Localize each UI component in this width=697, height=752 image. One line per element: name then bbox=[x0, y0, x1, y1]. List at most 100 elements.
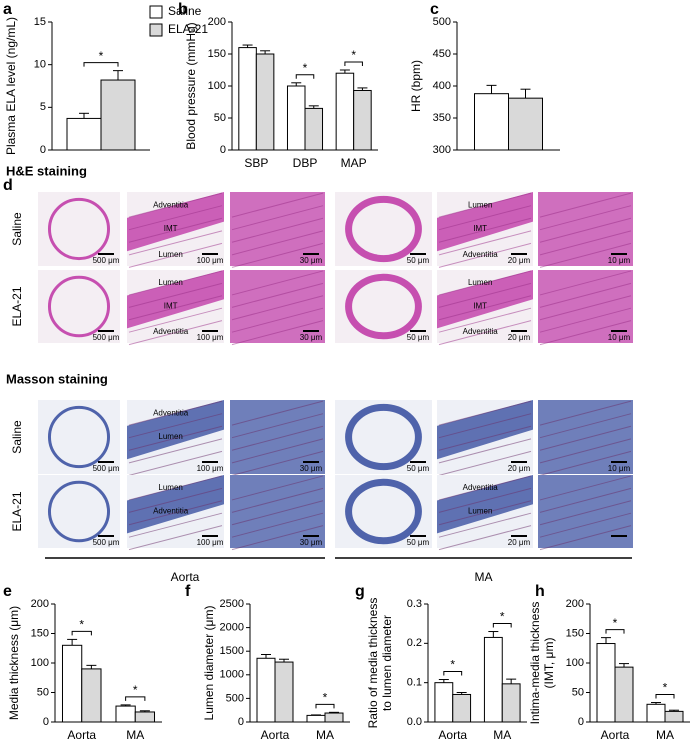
fiber bbox=[539, 400, 632, 426]
legend-swatch bbox=[149, 23, 163, 37]
y-axis-label: Blood pressure (mmHg) bbox=[184, 22, 198, 149]
panel-letter: a bbox=[3, 1, 12, 18]
group-label: MA bbox=[475, 570, 493, 584]
scale-label: 20 μm bbox=[508, 538, 531, 547]
image-label: Adventitia bbox=[153, 408, 189, 417]
significance-bracket bbox=[443, 671, 463, 676]
fiber bbox=[231, 475, 324, 501]
fiber bbox=[438, 320, 532, 346]
fiber bbox=[539, 320, 632, 346]
fiber bbox=[128, 438, 223, 464]
y-tick-label: 500 bbox=[433, 16, 451, 28]
fiber bbox=[231, 425, 324, 451]
scale-label: 10 μm bbox=[608, 333, 631, 342]
fiber bbox=[128, 413, 223, 439]
fiber bbox=[438, 192, 532, 218]
fiber bbox=[231, 270, 324, 296]
fiber bbox=[438, 205, 532, 231]
fiber bbox=[438, 242, 532, 268]
bar bbox=[501, 683, 521, 723]
scale-label: 500 μm bbox=[93, 256, 120, 265]
scale-label: 50 μm bbox=[407, 538, 430, 547]
significance-label: * bbox=[351, 48, 356, 62]
scale-label: 30 μm bbox=[300, 256, 323, 265]
image-label: Lumen bbox=[468, 278, 492, 287]
y-axis-label: Lumen diameter (μm) bbox=[202, 606, 216, 721]
panel-letter: f bbox=[185, 583, 191, 600]
row-label: ELA-21 bbox=[10, 491, 24, 531]
fiber bbox=[231, 438, 324, 464]
tissue bbox=[230, 192, 325, 266]
micrograph: Adventitia Lumen 20 μm bbox=[437, 475, 533, 551]
image-label: Lumen bbox=[158, 432, 182, 441]
bar bbox=[664, 710, 684, 723]
bar bbox=[306, 714, 326, 723]
bar bbox=[596, 643, 616, 723]
y-tick-label: 2000 bbox=[220, 622, 244, 634]
micrograph bbox=[538, 475, 633, 551]
fiber bbox=[438, 282, 532, 308]
bar bbox=[646, 703, 666, 723]
y-tick-label: 450 bbox=[433, 48, 451, 60]
fiber bbox=[539, 205, 632, 231]
micrograph: Adventitia IMT Lumen 100 μm bbox=[127, 192, 224, 268]
tissue bbox=[538, 475, 633, 548]
bar bbox=[66, 117, 102, 151]
micrograph: 500 μm bbox=[38, 192, 120, 266]
vessel-ring bbox=[345, 273, 422, 340]
scale-label: 100 μm bbox=[197, 464, 224, 473]
significance-bracket bbox=[125, 696, 146, 701]
y-tick-label: 50 bbox=[37, 686, 49, 698]
y-tick-label: 100 bbox=[31, 657, 49, 669]
scale-label: 100 μm bbox=[197, 333, 224, 342]
micrograph: Adventitia Lumen 100 μm bbox=[127, 400, 224, 476]
fiber bbox=[231, 320, 324, 346]
fiber bbox=[539, 217, 632, 243]
fiber bbox=[128, 205, 223, 231]
fiber bbox=[539, 500, 632, 526]
y-tick-label: 0 bbox=[220, 144, 226, 156]
micrograph: 500 μm bbox=[38, 270, 120, 343]
significance-label: * bbox=[303, 61, 308, 75]
fiber bbox=[128, 192, 223, 218]
micrograph: 10 μm bbox=[538, 192, 633, 268]
fiber bbox=[539, 270, 632, 296]
fiber bbox=[128, 475, 223, 501]
scale-label: 100 μm bbox=[197, 538, 224, 547]
fiber bbox=[231, 450, 324, 476]
image-label: Adventitia bbox=[153, 327, 189, 336]
significance-label: * bbox=[500, 610, 505, 624]
tissue bbox=[230, 475, 325, 548]
fiber bbox=[438, 217, 532, 243]
y-tick-label: 0 bbox=[238, 716, 244, 728]
fiber bbox=[539, 525, 632, 551]
image-label: Lumen bbox=[158, 278, 182, 287]
micrograph: Lumen IMT Adventitia 20 μm bbox=[437, 192, 533, 268]
significance-bracket bbox=[295, 74, 315, 79]
significance-bracket bbox=[492, 623, 512, 628]
fiber bbox=[231, 230, 324, 256]
fiber bbox=[438, 512, 532, 538]
tissue bbox=[538, 192, 633, 266]
y-tick-label: 0 bbox=[40, 144, 46, 156]
vessel-ring bbox=[47, 480, 111, 543]
fiber bbox=[128, 217, 223, 243]
fiber bbox=[128, 320, 223, 346]
fiber bbox=[231, 487, 324, 513]
micrograph: 10 μm bbox=[538, 400, 633, 476]
vessel-ring bbox=[47, 275, 111, 338]
y-axis-label: Intima-media thickness bbox=[528, 602, 542, 725]
fiber bbox=[128, 500, 223, 526]
fiber bbox=[231, 500, 324, 526]
vessel-ring bbox=[345, 195, 422, 263]
fiber bbox=[231, 242, 324, 268]
image-label: Adventitia bbox=[463, 327, 499, 336]
y-tick-label: 0 bbox=[578, 716, 584, 728]
fiber bbox=[438, 295, 532, 321]
scale-label: 20 μm bbox=[508, 256, 531, 265]
y-tick-label: 2500 bbox=[220, 598, 244, 610]
scale-label: 10 μm bbox=[608, 256, 631, 265]
fiber bbox=[539, 475, 632, 501]
fiber bbox=[231, 307, 324, 333]
legend-label: Saline bbox=[168, 4, 202, 18]
